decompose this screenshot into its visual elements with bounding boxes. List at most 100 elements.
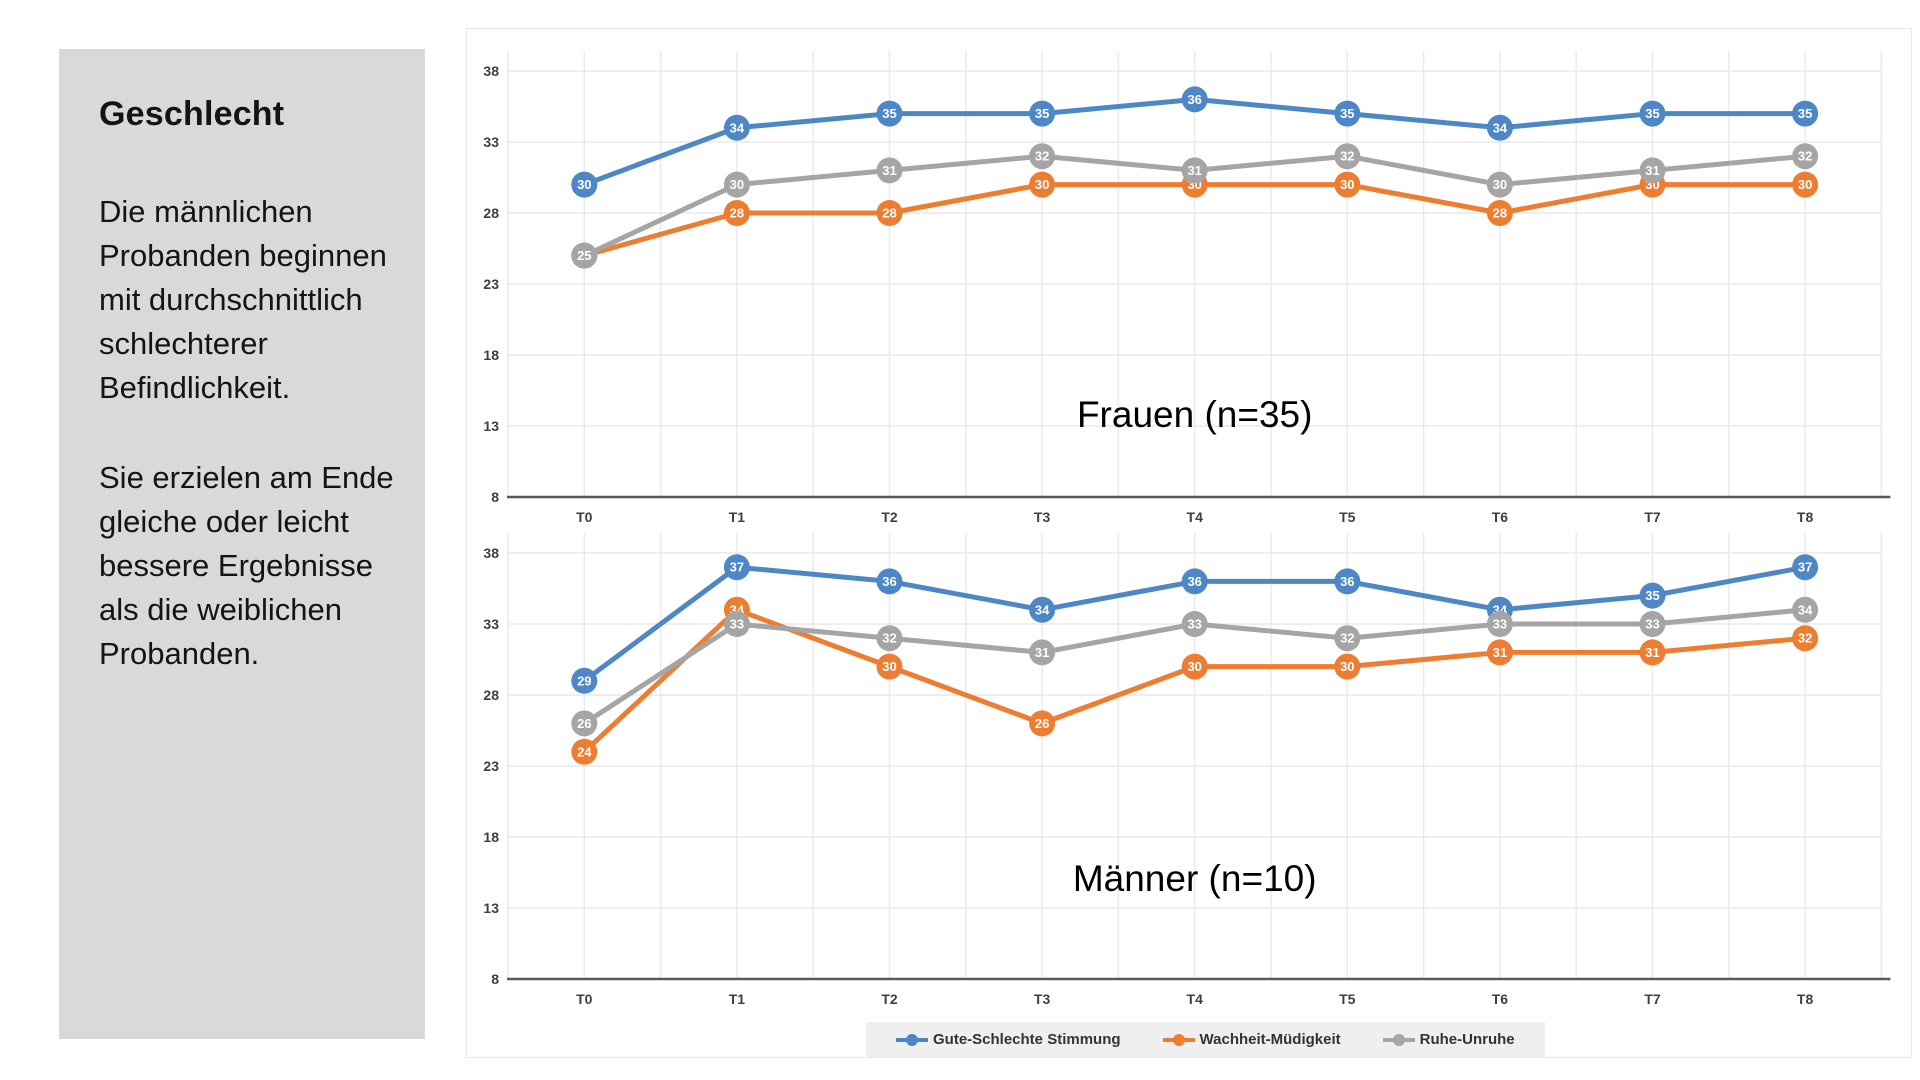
data-point-label: 34	[1493, 120, 1508, 135]
data-point-label: 30	[882, 659, 896, 674]
data-point-label: 34	[730, 120, 745, 135]
data-point-label: 33	[1187, 617, 1201, 632]
data-point-label: 35	[1645, 106, 1659, 121]
data-point-label: 31	[882, 163, 896, 178]
data-point-marker	[1792, 554, 1819, 581]
data-point-marker	[876, 653, 903, 680]
data-point-label: 33	[1493, 617, 1507, 632]
x-axis-tick-label: T5	[1339, 509, 1356, 525]
y-axis-tick-label: 23	[483, 276, 499, 292]
legend-item-2: Ruhe-Unruhe	[1382, 1031, 1515, 1048]
legend-label: Wachheit-Müdigkeit	[1199, 1031, 1341, 1048]
x-axis-tick-label: T2	[881, 991, 898, 1007]
data-point-marker	[1486, 114, 1513, 141]
data-point-label: 32	[1798, 149, 1812, 164]
panel-title: Frauen (n=35)	[1077, 394, 1313, 435]
data-point-label: 26	[1035, 716, 1049, 731]
data-point-label: 31	[1645, 163, 1659, 178]
data-point-label: 37	[730, 560, 744, 575]
data-point-label: 30	[730, 177, 744, 192]
y-axis-tick-label: 8	[491, 489, 499, 505]
data-point-marker	[723, 611, 750, 637]
data-point-label: 31	[1187, 163, 1201, 178]
data-point-label: 35	[1645, 588, 1659, 603]
sidebar-title: Geschlecht	[99, 95, 285, 133]
data-point-marker	[1334, 653, 1361, 680]
data-point-marker	[1181, 86, 1208, 113]
data-point-label: 31	[1645, 645, 1659, 660]
data-point-marker	[723, 200, 750, 226]
data-point-marker	[1486, 171, 1513, 198]
data-point-marker	[1334, 100, 1361, 127]
data-point-label: 36	[1187, 574, 1201, 589]
data-point-label: 28	[730, 206, 744, 221]
data-point-label: 35	[882, 106, 896, 121]
x-axis-tick-label: T8	[1797, 991, 1814, 1007]
x-axis-tick-label: T7	[1644, 509, 1661, 525]
sidebar-paragraph-1: Die männlichen Probanden beginnen mit du…	[99, 194, 387, 406]
data-point-marker	[1486, 200, 1513, 226]
x-axis-tick-label: T1	[729, 991, 746, 1007]
data-point-marker	[1334, 171, 1361, 198]
data-point-label: 35	[1798, 106, 1812, 121]
data-point-label: 34	[1798, 602, 1813, 617]
y-axis-tick-label: 33	[483, 134, 499, 150]
data-point-marker	[1486, 611, 1513, 637]
legend-label: Gute-Schlechte Stimmung	[933, 1031, 1121, 1048]
y-axis-tick-label: 18	[483, 829, 499, 845]
data-point-label: 37	[1798, 560, 1812, 575]
data-point-label: 31	[1493, 645, 1507, 660]
data-point-marker	[1029, 596, 1056, 623]
y-axis-tick-label: 23	[483, 758, 499, 774]
data-point-label: 32	[1340, 149, 1354, 164]
x-axis-tick-label: T6	[1492, 509, 1509, 525]
data-point-label: 30	[1187, 659, 1201, 674]
y-axis-tick-label: 33	[483, 616, 499, 632]
legend-item-0: Gute-Schlechte Stimmung	[896, 1031, 1121, 1048]
x-axis-tick-label: T4	[1187, 509, 1204, 525]
data-point-marker	[1334, 625, 1361, 652]
data-point-label: 31	[1035, 645, 1049, 660]
x-axis-tick-label: T2	[881, 509, 898, 525]
y-axis-tick-label: 38	[483, 63, 499, 79]
data-point-marker	[1639, 100, 1666, 127]
legend-marker-icon	[896, 1033, 928, 1046]
data-point-label: 30	[1035, 177, 1049, 192]
data-point-marker	[1639, 639, 1666, 666]
panel-title: Männer (n=10)	[1073, 858, 1317, 899]
data-point-marker	[1181, 611, 1208, 637]
y-axis-tick-label: 28	[483, 205, 499, 221]
y-axis-tick-label: 38	[483, 545, 499, 561]
y-axis-tick-label: 8	[491, 971, 499, 987]
data-point-label: 30	[1798, 177, 1812, 192]
data-point-marker	[1029, 143, 1056, 170]
data-point-marker	[1181, 157, 1208, 184]
data-point-label: 30	[1493, 177, 1507, 192]
line-chart-maenner: 8 13 18 23 28 33 38 T0 T1 T2 T3 T4 T5 T6 T7 T8 Männer (n…	[483, 533, 1891, 1007]
legend-marker-icon	[1162, 1033, 1195, 1046]
data-point-label: 28	[882, 206, 896, 221]
data-point-marker	[1334, 143, 1361, 170]
x-axis-tick-label: T1	[729, 509, 746, 525]
legend-label: Ruhe-Unruhe	[1419, 1031, 1515, 1048]
x-axis-tick-label: T6	[1492, 991, 1509, 1007]
data-point-marker	[571, 242, 598, 269]
data-point-marker	[876, 200, 903, 226]
data-point-label: 33	[1645, 617, 1659, 632]
data-point-marker	[1792, 171, 1819, 198]
data-point-label: 26	[577, 716, 591, 731]
y-axis-tick-label: 18	[483, 347, 499, 363]
data-point-label: 30	[577, 177, 591, 192]
data-point-label: 35	[1340, 106, 1354, 121]
data-point-label: 32	[1340, 631, 1354, 646]
data-point-marker	[1029, 639, 1056, 666]
data-point-marker	[1639, 611, 1666, 637]
data-point-marker	[1029, 710, 1056, 737]
x-axis-tick-label: T5	[1339, 991, 1356, 1007]
x-axis-tick-label: T8	[1797, 509, 1814, 525]
data-point-label: 30	[1340, 177, 1354, 192]
data-point-marker	[571, 667, 598, 694]
data-point-marker	[1181, 653, 1208, 680]
data-point-marker	[876, 568, 903, 595]
